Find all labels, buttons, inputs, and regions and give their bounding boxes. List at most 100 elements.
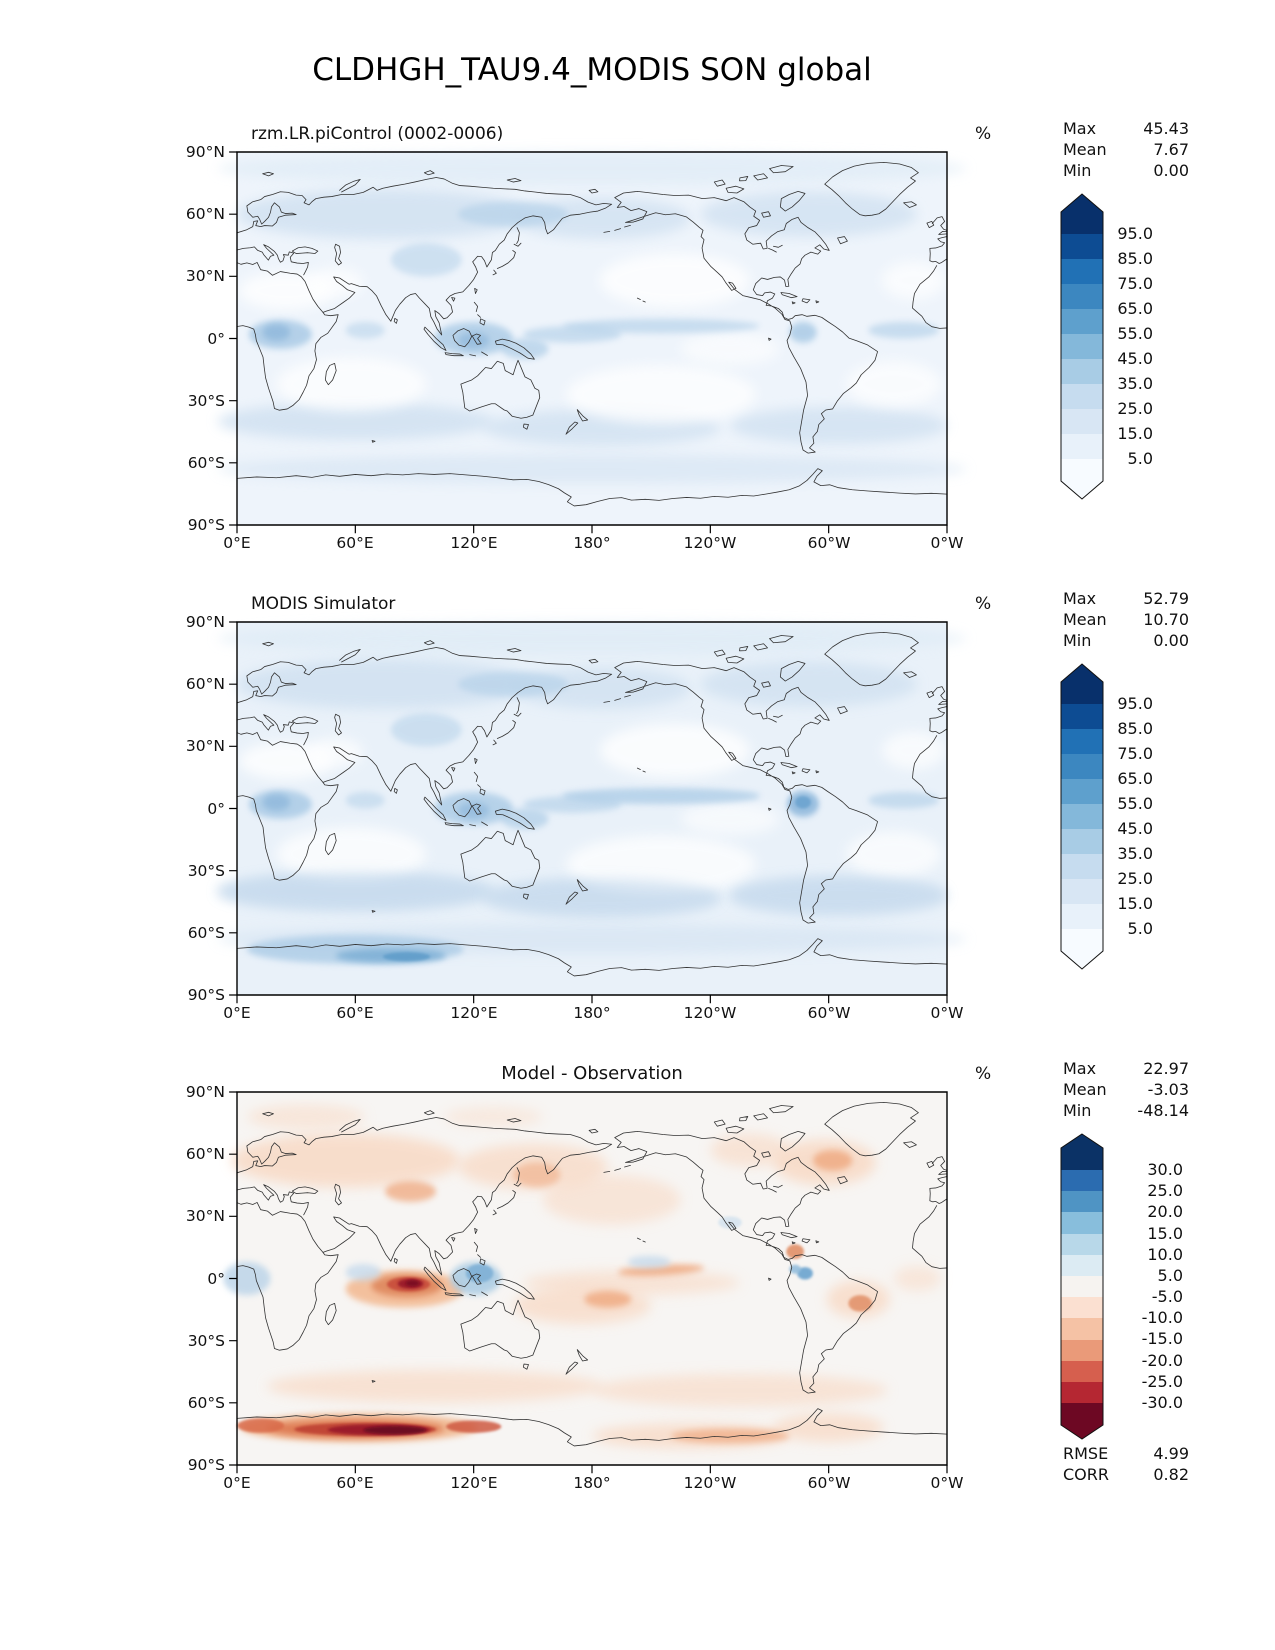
lat-tick-label: 0° bbox=[207, 330, 225, 348]
colorbar-segment bbox=[1061, 359, 1103, 384]
stat-min-label: Min bbox=[1063, 161, 1092, 180]
lat-tick-label: 90°S bbox=[187, 1456, 225, 1474]
lon-tick-label: 60°E bbox=[336, 1474, 374, 1492]
map-frame bbox=[237, 1092, 947, 1465]
stat-mean-label: Mean bbox=[1063, 1080, 1107, 1099]
colorbar-segment bbox=[1061, 704, 1103, 729]
lat-tick-label: 30°S bbox=[187, 1332, 225, 1350]
stat-min: Min -48.14 bbox=[1063, 1100, 1189, 1121]
lon-tick-label: 0°W bbox=[930, 1004, 964, 1022]
lat-tick-label: 60°N bbox=[185, 205, 225, 223]
colorbar-segment bbox=[1061, 1318, 1103, 1340]
map-simulator bbox=[217, 622, 947, 1004]
stat-max: Max 52.79 bbox=[1063, 588, 1189, 609]
colorbar-segment bbox=[1061, 1339, 1103, 1361]
colorbar-tick-label: 55.0 bbox=[1117, 794, 1153, 813]
colorbar-tick-label: 35.0 bbox=[1117, 844, 1153, 863]
colorbar-segment bbox=[1061, 1381, 1103, 1404]
colorbar-tick-label: -15.0 bbox=[1141, 1329, 1183, 1348]
lon-tick-label: 120°E bbox=[450, 1004, 498, 1022]
colorbar-segment bbox=[1061, 1297, 1103, 1319]
stat-mean-value: -3.03 bbox=[1147, 1080, 1189, 1099]
lat-tick-label: 90°N bbox=[185, 1083, 225, 1101]
stat-max: Max 22.97 bbox=[1063, 1058, 1189, 1079]
lon-tick-label: 60°E bbox=[336, 1004, 374, 1022]
colorbar-percent: 95.0 85.0 75.0 65.0 55.0 45.0 35.0 25.0 … bbox=[1060, 663, 1153, 970]
stat-max-label: Max bbox=[1063, 1059, 1097, 1078]
colorbar-tick-label: -20.0 bbox=[1141, 1351, 1183, 1370]
colorbar-tick-label: 15.0 bbox=[1117, 894, 1153, 913]
colorbar-segment bbox=[1061, 804, 1103, 829]
colorbar-tick-label: 5.0 bbox=[1127, 919, 1153, 938]
colorbar-tick-label: 30.0 bbox=[1147, 1160, 1183, 1179]
colorbar-tick-label: 45.0 bbox=[1117, 819, 1153, 838]
stat-mean: Mean 7.67 bbox=[1063, 139, 1189, 160]
stat-max-value: 52.79 bbox=[1143, 589, 1189, 608]
colorbar-tick-label: -30.0 bbox=[1141, 1393, 1183, 1412]
panel-model: rzm.LR.piControl (0002-0006) % bbox=[0, 119, 1275, 572]
map-difference bbox=[223, 1092, 947, 1474]
colorbar-outline bbox=[1060, 663, 1104, 970]
panel-simulator: MODIS Simulator % 90°N 60°N 30°N 0° bbox=[0, 589, 1275, 1042]
panel-subtitle: rzm.LR.piControl (0002-0006) bbox=[251, 124, 504, 144]
lat-tick-label: 30°N bbox=[185, 267, 225, 285]
simulator-extra-shading bbox=[217, 788, 947, 964]
stats-block: Max 45.43 Mean 7.67 Min 0.00 bbox=[1063, 118, 1189, 181]
colorbar-percent: 95.0 85.0 75.0 65.0 55.0 45.0 35.0 25.0 … bbox=[1060, 193, 1153, 500]
colorbar-tick-label: 85.0 bbox=[1117, 249, 1153, 268]
colorbar-segment bbox=[1061, 829, 1103, 854]
colorbar-tick-label: 45.0 bbox=[1117, 349, 1153, 368]
map-frame bbox=[237, 152, 947, 525]
colorbar-tick-label: 95.0 bbox=[1117, 224, 1153, 243]
stat-min-label: Min bbox=[1063, 631, 1092, 650]
lon-tick-label: 60°W bbox=[807, 1004, 851, 1022]
colorbar-tick-label: -25.0 bbox=[1141, 1372, 1183, 1391]
stats-block: Max 22.97 Mean -3.03 Min -48.14 bbox=[1063, 1058, 1189, 1121]
colorbar-segment bbox=[1061, 234, 1103, 259]
lon-tick-label: 60°W bbox=[807, 1474, 851, 1492]
lat-tick-label: 60°S bbox=[187, 454, 225, 472]
stat-max-value: 45.43 bbox=[1143, 119, 1189, 138]
stat-mean-label: Mean bbox=[1063, 610, 1107, 629]
stat-mean-value: 10.70 bbox=[1143, 610, 1189, 629]
colorbar-tick-label: 95.0 bbox=[1117, 694, 1153, 713]
lat-tick-label: 0° bbox=[207, 1270, 225, 1288]
map-frame bbox=[237, 622, 947, 995]
stat-min-label: Min bbox=[1063, 1101, 1092, 1120]
stat-mean-label: Mean bbox=[1063, 140, 1107, 159]
colorbar-segment bbox=[1061, 1233, 1103, 1255]
lat-tick-label: 30°S bbox=[187, 862, 225, 880]
colorbar-tick-label: -5.0 bbox=[1151, 1287, 1183, 1306]
lat-tick-label: 90°S bbox=[187, 986, 225, 1004]
stat-min-value: 0.00 bbox=[1153, 161, 1189, 180]
lat-tick-label: 90°S bbox=[187, 516, 225, 534]
stat-mean-value: 7.67 bbox=[1153, 140, 1189, 159]
lon-tick-label: 0°E bbox=[223, 534, 251, 552]
unit-label: % bbox=[975, 124, 992, 144]
lon-tick-label: 0°E bbox=[223, 1004, 251, 1022]
colorbar-difference: 30.0 25.0 20.0 15.0 10.0 5.0 -5.0 -10.0 … bbox=[1060, 1133, 1183, 1440]
stat-max-value: 22.97 bbox=[1143, 1059, 1189, 1078]
stat-max: Max 45.43 bbox=[1063, 118, 1189, 139]
colorbar-segment bbox=[1061, 1275, 1103, 1298]
colorbar-segment bbox=[1061, 284, 1103, 309]
lat-tick-label: 30°N bbox=[185, 737, 225, 755]
lat-tick-label: 30°N bbox=[185, 1207, 225, 1225]
colorbar-segment bbox=[1061, 729, 1103, 754]
colorbar-segment bbox=[1061, 879, 1103, 904]
lat-tick-label: 60°S bbox=[187, 1394, 225, 1412]
corr-label: CORR bbox=[1063, 1465, 1109, 1484]
lat-tick-label: 60°S bbox=[187, 924, 225, 942]
stat-max-label: Max bbox=[1063, 119, 1097, 138]
metric-corr: CORR 0.82 bbox=[1063, 1464, 1189, 1485]
colorbar-outline bbox=[1060, 193, 1104, 500]
lon-tick-label: 120°E bbox=[450, 1474, 498, 1492]
stat-min: Min 0.00 bbox=[1063, 160, 1189, 181]
stat-mean: Mean -3.03 bbox=[1063, 1079, 1189, 1100]
lat-tick-label: 90°N bbox=[185, 613, 225, 631]
colorbar-tick-label: -10.0 bbox=[1141, 1308, 1183, 1327]
tick-marks bbox=[229, 152, 947, 534]
colorbar-segment bbox=[1061, 1212, 1103, 1234]
lon-tick-label: 0°W bbox=[930, 534, 964, 552]
colorbar-segment bbox=[1061, 779, 1103, 804]
